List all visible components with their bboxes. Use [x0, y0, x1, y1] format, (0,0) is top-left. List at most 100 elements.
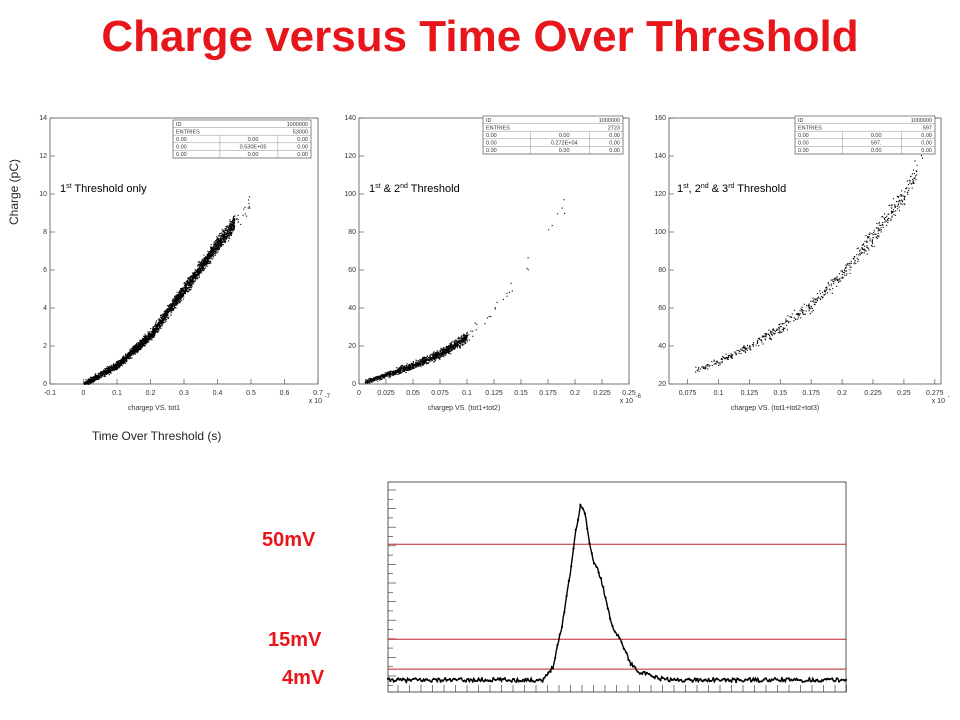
scatter-point	[123, 360, 126, 362]
scatter-point	[376, 377, 378, 379]
scatter-point	[159, 319, 161, 321]
scatter-point	[158, 320, 160, 322]
scatter-point	[730, 357, 732, 359]
scatter-point	[122, 359, 124, 361]
scatter-point	[160, 314, 162, 317]
scatter-point	[96, 378, 98, 381]
scatter-point	[122, 358, 124, 360]
scatter-point	[208, 253, 210, 255]
scatter-point	[376, 375, 378, 378]
scatter-point	[428, 362, 430, 364]
scatter-point	[389, 375, 391, 377]
scatter-point	[147, 338, 149, 340]
scatter-point	[190, 281, 192, 283]
scatter-point	[187, 291, 189, 293]
scatter-point	[439, 351, 442, 353]
scatter-point	[85, 379, 87, 381]
y-tick-label: 0	[43, 381, 47, 388]
scatter-point	[101, 373, 103, 375]
scatter-point	[122, 357, 124, 359]
scatter-point	[808, 303, 810, 305]
stats-cell: 0.00	[798, 141, 809, 147]
scatter-point	[116, 365, 118, 367]
scatter-point	[446, 349, 448, 352]
scatter-point	[511, 290, 513, 292]
scatter-point	[107, 370, 109, 372]
scatter-point	[174, 300, 176, 302]
scatter-point	[208, 255, 210, 257]
scatter-point	[107, 369, 109, 371]
scatter-point	[210, 258, 212, 260]
scatter-point	[165, 314, 167, 316]
scatter-point	[166, 310, 168, 313]
scatter-point	[215, 249, 217, 251]
scatter-point	[429, 357, 431, 359]
y-tick-label: 140	[654, 153, 666, 160]
scatter-point	[231, 225, 233, 227]
scatter-point	[377, 375, 380, 377]
scatter-point	[419, 361, 422, 363]
scatter-point	[148, 337, 150, 339]
scatter-point	[396, 369, 398, 372]
scatter-point	[424, 362, 426, 364]
scatter-point	[187, 279, 189, 281]
scatter-point	[141, 337, 144, 340]
scatter-point	[109, 365, 111, 368]
scatter-point	[403, 370, 405, 372]
scatter-point	[103, 373, 106, 375]
scatter-point	[133, 349, 135, 351]
scatter-point	[214, 248, 217, 250]
scatter-point	[849, 266, 851, 268]
scatter-point	[773, 328, 775, 330]
scatter-point	[435, 357, 437, 359]
y-tick-label: 20	[348, 343, 356, 350]
scatter-point	[398, 373, 400, 375]
scatter-point	[418, 361, 420, 363]
scatter-point	[183, 284, 186, 286]
scatter-point	[187, 287, 189, 289]
scatter-point	[139, 346, 141, 348]
scatter-point	[422, 360, 424, 362]
scatter-point	[204, 256, 206, 258]
scatter-point	[153, 332, 155, 334]
scatter-point	[184, 291, 186, 293]
scatter-point	[462, 339, 464, 341]
scatter-point	[769, 332, 772, 334]
scatter-point	[464, 336, 466, 339]
scatter-point	[445, 351, 447, 353]
scatter-point	[472, 330, 474, 332]
scatter-point	[163, 311, 165, 313]
scatter-point	[173, 298, 175, 300]
scatter-point	[445, 352, 447, 354]
scatter-point	[102, 373, 104, 375]
scatter-point	[106, 371, 108, 373]
scatter-point	[400, 366, 402, 368]
scatter-point	[152, 327, 154, 329]
scatter-point	[449, 344, 451, 346]
y-tick-label: 140	[344, 115, 356, 122]
scatter-point	[103, 370, 105, 373]
scatter-point	[184, 289, 186, 291]
x-tick-label: -0.1	[44, 390, 56, 397]
scatter-point	[168, 311, 170, 313]
scatter-point	[843, 274, 845, 276]
scatter-point	[144, 338, 146, 340]
scatter-point	[442, 353, 444, 355]
scatter-point	[412, 361, 414, 363]
scatter-point	[756, 342, 758, 344]
scatter-point	[207, 260, 210, 262]
scatter-point	[176, 299, 178, 301]
scatter-point	[176, 294, 178, 296]
scatter-point	[173, 302, 176, 304]
scatter-point	[233, 225, 235, 227]
scatter-point	[450, 345, 452, 347]
scatter-point	[901, 190, 903, 192]
scatter-point	[86, 381, 88, 383]
scatter-point	[138, 347, 140, 350]
scatter-point	[143, 343, 145, 345]
scatter-point	[195, 271, 197, 273]
scatter-point	[405, 367, 408, 369]
scatter-point	[192, 272, 194, 274]
scatter-point	[217, 242, 219, 245]
scatter-point	[432, 352, 434, 354]
